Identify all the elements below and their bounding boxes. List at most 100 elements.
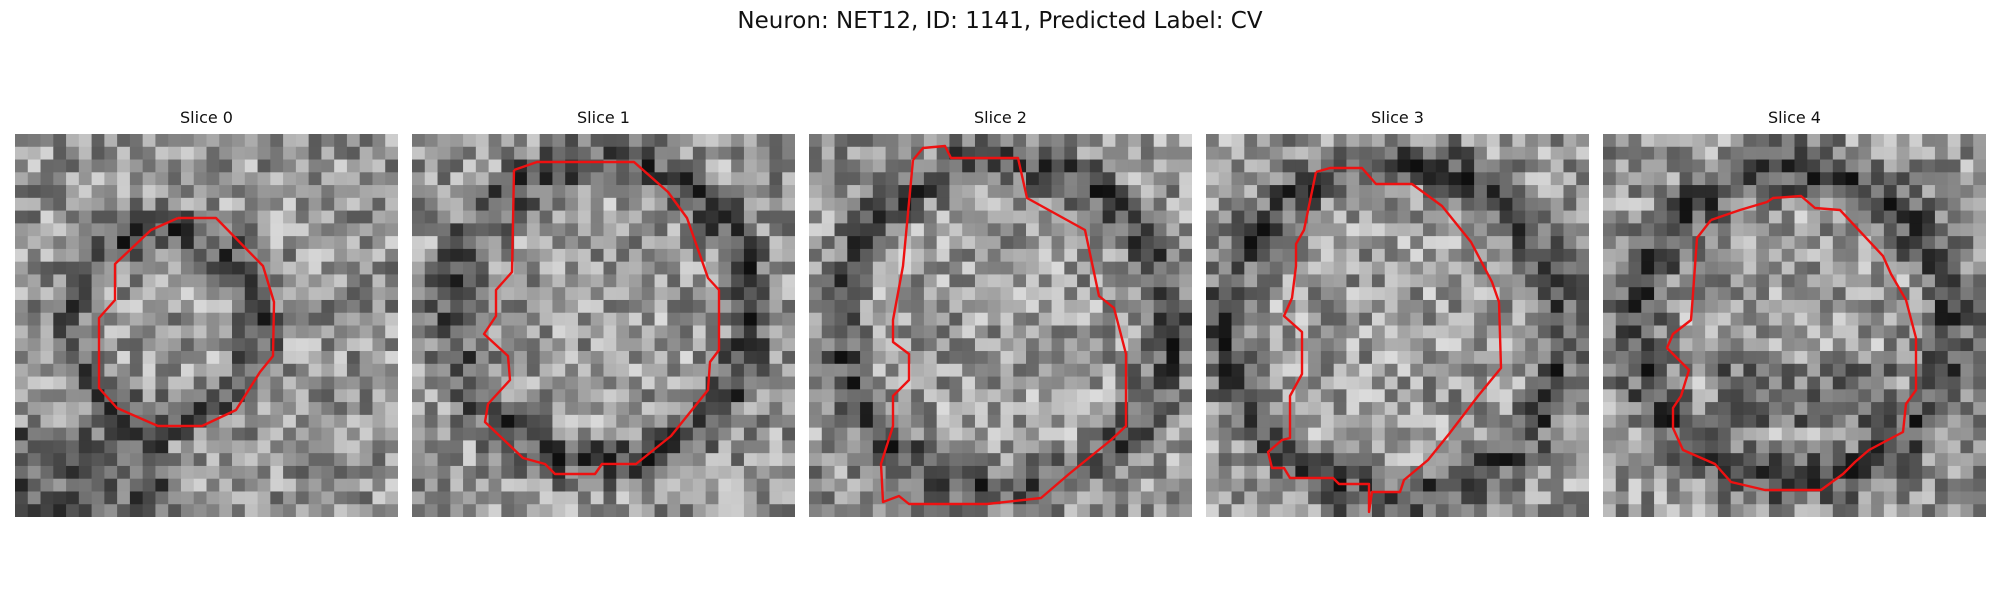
- pixel: [769, 172, 783, 186]
- pixel: [603, 325, 617, 339]
- pixel: [1038, 491, 1052, 505]
- pixel: [692, 325, 707, 339]
- pixel: [1077, 427, 1091, 441]
- pixel: [1512, 325, 1526, 339]
- pixel: [809, 453, 823, 467]
- pixel: [1576, 453, 1589, 467]
- pixel: [1576, 338, 1589, 352]
- pixel: [1244, 287, 1258, 301]
- pixel: [53, 465, 67, 480]
- pixel: [847, 185, 861, 199]
- pixel: [463, 351, 477, 365]
- pixel: [1934, 427, 1949, 441]
- pixel: [1089, 172, 1104, 186]
- pixel: [1525, 172, 1539, 186]
- pixel: [743, 338, 758, 352]
- pixel: [923, 299, 938, 314]
- pixel: [1756, 414, 1770, 429]
- pixel: [1000, 185, 1014, 199]
- pixel: [911, 134, 925, 148]
- pixel: [1089, 465, 1104, 480]
- pixel: [809, 248, 823, 263]
- pixel: [1206, 287, 1220, 301]
- pixel: [1397, 236, 1411, 250]
- pixel: [501, 491, 515, 505]
- pixel: [53, 338, 67, 352]
- pixel: [1089, 325, 1104, 339]
- pixel: [718, 185, 732, 199]
- pixel: [1295, 491, 1309, 505]
- pixel: [1282, 159, 1296, 173]
- pixel: [1615, 299, 1629, 314]
- pixel: [1603, 491, 1617, 505]
- pixel: [232, 172, 246, 186]
- pixel: [257, 134, 271, 148]
- pixel: [1615, 236, 1629, 250]
- pixel: [1679, 274, 1693, 288]
- pixel: [1461, 414, 1475, 429]
- pixel: [142, 351, 156, 365]
- pixel: [731, 402, 745, 416]
- pixel: [821, 236, 835, 250]
- pixel: [1679, 197, 1693, 211]
- pixel: [1384, 491, 1398, 505]
- pixel: [1871, 491, 1885, 505]
- pixel: [718, 261, 732, 275]
- pixel: [539, 274, 553, 288]
- pixel: [155, 274, 169, 288]
- pixel: [577, 414, 592, 429]
- pixel: [1525, 351, 1539, 365]
- pixel: [1308, 299, 1322, 314]
- pixel: [27, 210, 41, 224]
- pixel: [1423, 504, 1437, 517]
- pixel: [1153, 491, 1167, 505]
- pixel: [885, 504, 899, 517]
- pixel: [898, 389, 912, 403]
- pixel: [987, 185, 1001, 199]
- pixel: [552, 453, 566, 467]
- pixel: [1295, 504, 1309, 517]
- pixel: [1641, 274, 1655, 288]
- pixel: [117, 325, 131, 339]
- pixel: [1089, 159, 1104, 173]
- pixel: [1102, 453, 1116, 467]
- pixel: [117, 504, 131, 517]
- pixel: [692, 351, 707, 365]
- pixel: [488, 236, 502, 250]
- pixel: [1269, 146, 1283, 160]
- pixel: [1064, 236, 1078, 250]
- pixel: [860, 210, 874, 224]
- pixel: [1666, 248, 1680, 263]
- pixel: [1603, 414, 1617, 429]
- pixel: [257, 363, 271, 377]
- pixel: [1000, 478, 1014, 492]
- pixel: [1743, 134, 1757, 148]
- pixel: [1089, 146, 1104, 160]
- pixel: [1308, 389, 1322, 403]
- pixel: [295, 478, 310, 492]
- pixel: [1641, 363, 1655, 377]
- pixel: [180, 299, 195, 314]
- pixel: [1435, 389, 1449, 403]
- pixel: [756, 197, 770, 211]
- pixel: [680, 491, 694, 505]
- pixel: [346, 414, 361, 429]
- pixel: [1896, 478, 1910, 492]
- pixel: [769, 185, 783, 199]
- pixel: [1883, 325, 1898, 339]
- pixel: [809, 338, 823, 352]
- pixel: [53, 299, 67, 314]
- pixel: [1537, 210, 1552, 224]
- pixel: [1807, 312, 1821, 326]
- pixel: [283, 146, 297, 160]
- pixel: [1486, 389, 1501, 403]
- pixel: [1308, 465, 1322, 480]
- pixel: [1807, 453, 1821, 467]
- pixel: [1576, 274, 1589, 288]
- pixel: [1896, 146, 1910, 160]
- pixel: [1077, 299, 1091, 314]
- pixel: [501, 440, 515, 454]
- pixel: [1603, 440, 1617, 454]
- pixel: [1781, 389, 1795, 403]
- pixel: [590, 312, 604, 326]
